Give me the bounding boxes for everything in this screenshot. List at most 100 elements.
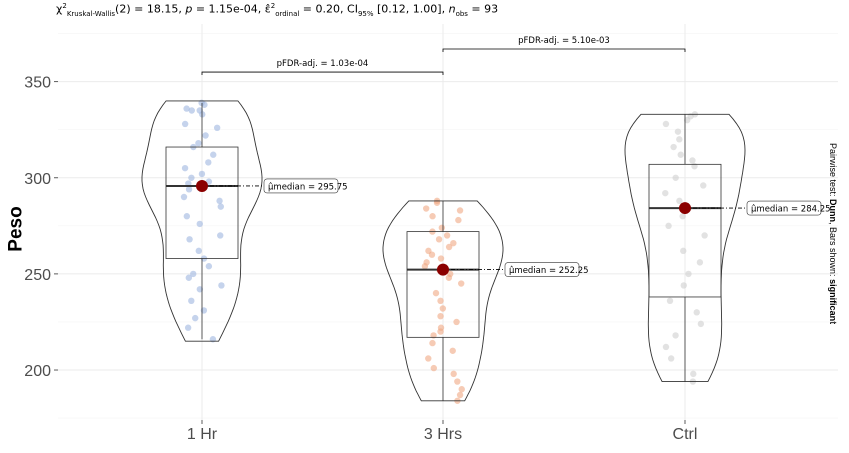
- x-tick-label: 1 Hr: [187, 426, 218, 443]
- data-point: [181, 120, 189, 128]
- data-point: [443, 232, 451, 239]
- data-point: [453, 318, 460, 326]
- comparison-bracket: [442, 48, 686, 52]
- data-point: [701, 232, 708, 239]
- data-point: [198, 170, 206, 178]
- data-point: [190, 270, 197, 278]
- chart-subtitle: χ2Kruskal-Wallis(2) = 18.15, p = 1.15e-0…: [56, 2, 499, 18]
- median-label-box: [746, 200, 822, 216]
- data-point: [679, 213, 686, 220]
- data-point: [677, 151, 684, 158]
- data-point: [685, 270, 692, 278]
- data-point: [454, 378, 461, 385]
- comparison-label: pFDR-adj. = 1.03e-04: [277, 59, 369, 69]
- data-point: [680, 247, 687, 255]
- data-point: [429, 339, 436, 347]
- data-point: [445, 274, 453, 281]
- data-point: [196, 286, 204, 293]
- data-point: [218, 282, 225, 289]
- violin: [141, 100, 263, 342]
- data-point: [437, 328, 444, 335]
- data-point: [195, 247, 202, 255]
- data-point: [432, 289, 440, 297]
- data-point: [458, 386, 465, 393]
- data-point: [195, 139, 202, 147]
- data-point: [428, 251, 436, 258]
- data-point: [205, 263, 213, 270]
- data-point: [666, 297, 674, 305]
- median-label: μ̂median = 252.25: [509, 265, 589, 276]
- median-point: [437, 263, 449, 276]
- median-point: [196, 179, 208, 192]
- data-point: [425, 355, 432, 362]
- data-point: [439, 305, 447, 312]
- data-point: [438, 224, 446, 231]
- data-point: [667, 355, 675, 362]
- data-point: [662, 189, 669, 197]
- data-point: [437, 255, 445, 262]
- median-label-box: [263, 178, 339, 194]
- ci-value: [0.12, 1.00]: [377, 2, 442, 16]
- data-point: [697, 320, 705, 328]
- median-label-box: [504, 262, 580, 277]
- data-point: [216, 197, 223, 205]
- x-tick-label: Ctrl: [673, 426, 698, 443]
- data-point: [689, 157, 696, 164]
- data-point: [693, 309, 700, 316]
- y-tick-label: 300: [24, 171, 51, 188]
- data-point: [185, 274, 193, 281]
- n-value: 93: [484, 2, 499, 16]
- data-point: [445, 243, 453, 251]
- data-point: [183, 213, 191, 220]
- data-point: [456, 207, 464, 214]
- median-point: [679, 202, 691, 215]
- data-point: [672, 174, 679, 181]
- data-point: [676, 136, 683, 143]
- data-point: [700, 182, 707, 189]
- data-point: [185, 186, 193, 193]
- y-tick-label: 350: [24, 75, 51, 92]
- data-point: [184, 324, 192, 331]
- data-point: [202, 132, 209, 139]
- data-point: [181, 164, 189, 172]
- data-point: [217, 232, 224, 239]
- stat-value: 18.15: [146, 2, 179, 16]
- data-point: [217, 203, 224, 210]
- median-label: μ̂median = 295.75: [268, 181, 348, 192]
- data-point: [696, 259, 704, 266]
- data-point: [422, 205, 430, 212]
- y-tick-label: 250: [24, 267, 51, 284]
- data-point: [186, 236, 193, 243]
- data-point: [196, 220, 203, 228]
- data-point: [188, 297, 195, 305]
- p-value: 1.15e-04: [208, 2, 258, 16]
- data-point: [449, 347, 456, 354]
- data-point: [683, 116, 691, 124]
- data-point: [450, 239, 457, 247]
- data-point: [183, 105, 190, 112]
- data-point: [210, 151, 217, 158]
- data-point: [180, 193, 188, 201]
- median-label: μ̂median = 284.25: [751, 204, 831, 215]
- violin: [624, 113, 746, 383]
- comparison-bracket: [201, 71, 444, 76]
- data-point: [662, 343, 670, 351]
- data-point: [670, 143, 677, 151]
- data-point: [437, 297, 444, 305]
- data-point: [429, 213, 436, 220]
- effsize-value: 0.20: [315, 2, 341, 16]
- x-tick-label: 3 Hrs: [424, 426, 462, 443]
- data-point: [456, 391, 464, 399]
- y-tick-label: 200: [24, 363, 51, 380]
- data-point: [690, 370, 697, 378]
- data-point: [672, 332, 679, 339]
- data-point: [665, 222, 672, 230]
- data-point: [662, 120, 670, 128]
- data-point: [188, 107, 195, 114]
- data-point: [421, 263, 429, 270]
- data-point: [680, 282, 687, 289]
- data-point: [430, 364, 438, 372]
- data-point: [192, 314, 199, 322]
- data-point: [435, 236, 443, 243]
